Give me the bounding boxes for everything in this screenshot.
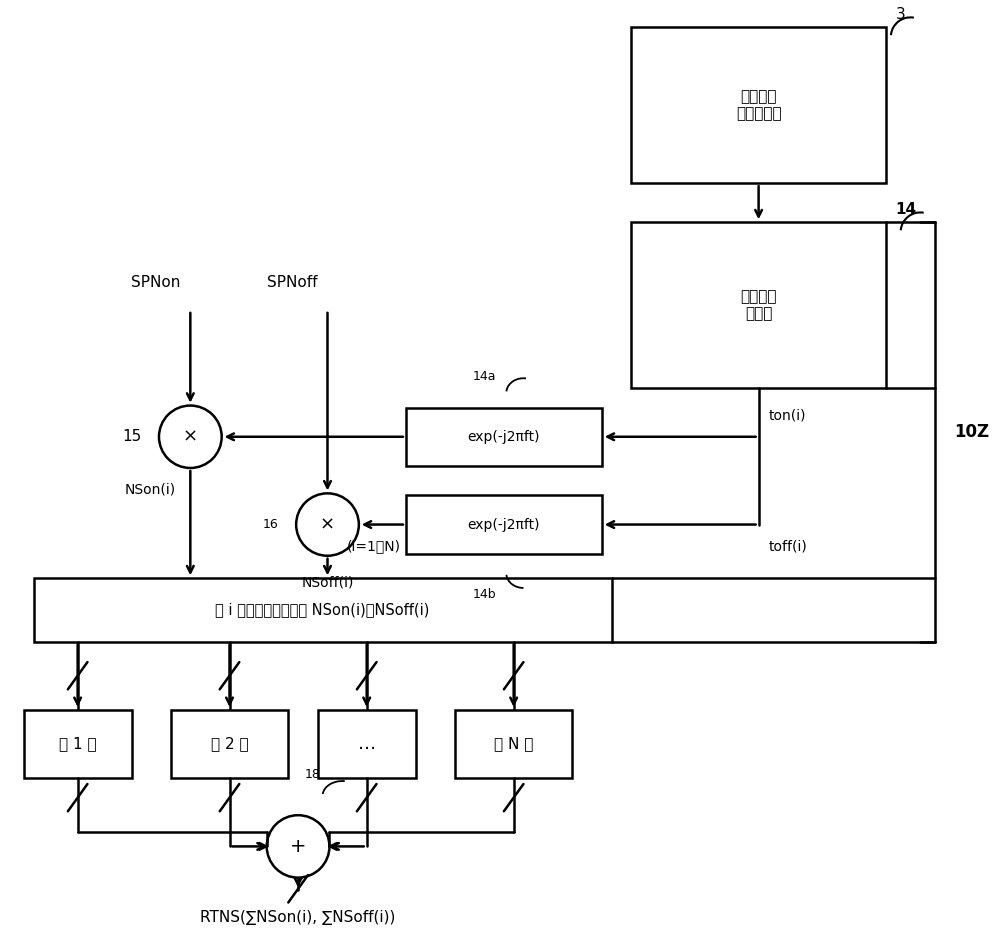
Text: SPNon: SPNon <box>131 275 181 290</box>
Text: ton(i): ton(i) <box>768 408 806 422</box>
Bar <box>171 710 288 778</box>
Text: …: … <box>358 735 376 753</box>
Circle shape <box>267 816 329 878</box>
Bar <box>24 710 132 778</box>
Text: ×: × <box>183 428 198 445</box>
Text: 第 2 次: 第 2 次 <box>211 737 248 751</box>
Text: (i=1～N): (i=1～N) <box>347 539 401 553</box>
Text: ×: × <box>320 515 335 534</box>
Circle shape <box>296 493 359 556</box>
Bar <box>455 710 572 778</box>
Bar <box>34 578 612 642</box>
Text: 16: 16 <box>263 518 279 531</box>
Bar <box>406 496 602 553</box>
Text: 14b: 14b <box>472 588 496 601</box>
Text: 3: 3 <box>896 7 906 22</box>
Text: NSoff(i): NSoff(i) <box>301 576 354 590</box>
Text: 15: 15 <box>122 430 141 445</box>
Circle shape <box>159 405 222 468</box>
Text: toff(i): toff(i) <box>768 539 807 553</box>
Text: SPNoff: SPNoff <box>267 275 318 290</box>
Bar <box>631 27 886 183</box>
Text: 14a: 14a <box>473 370 496 383</box>
Text: 10Z: 10Z <box>955 423 990 441</box>
Text: 第 N 次: 第 N 次 <box>494 737 533 751</box>
Text: exp(-j2πft): exp(-j2πft) <box>468 518 540 532</box>
Text: 14: 14 <box>896 203 917 218</box>
Text: 开闭控制
信号获取部: 开闭控制 信号获取部 <box>736 89 781 121</box>
Bar <box>631 222 886 388</box>
Text: RTNS(∑NSon(i), ∑NSoff(i)): RTNS(∑NSon(i), ∑NSoff(i)) <box>200 910 396 924</box>
Text: 第 i 次脉冲的观测噪声 NSon(i)、NSoff(i): 第 i 次脉冲的观测噪声 NSon(i)、NSoff(i) <box>215 603 430 618</box>
Bar <box>406 407 602 466</box>
Bar <box>318 710 416 778</box>
Text: +: + <box>290 837 306 856</box>
Text: exp(-j2πft): exp(-j2πft) <box>468 430 540 444</box>
Text: 时间范围
设定部: 时间范围 设定部 <box>740 289 777 321</box>
Text: 18: 18 <box>305 768 321 781</box>
Text: 第 1 次: 第 1 次 <box>59 737 96 751</box>
Text: NSon(i): NSon(i) <box>125 483 176 497</box>
